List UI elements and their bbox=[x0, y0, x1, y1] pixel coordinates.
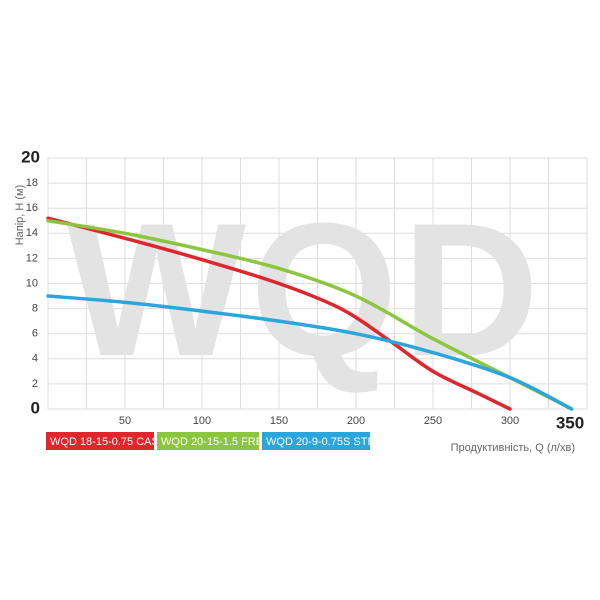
y-tick-label: 2 bbox=[32, 378, 38, 390]
y-tick-label: 12 bbox=[26, 252, 38, 264]
legend-label: WQD 20-9-0.75S STEEL bbox=[266, 436, 388, 448]
y-tick-label: 20 bbox=[21, 147, 40, 166]
legend-label: WQD 18-15-0.75 CAST bbox=[50, 436, 166, 448]
y-tick-label: 0 bbox=[31, 398, 40, 417]
x-tick-label: 250 bbox=[424, 415, 442, 427]
y-tick-label: 14 bbox=[26, 227, 38, 239]
legend-swatch bbox=[157, 432, 259, 450]
legend-label: WQD 20-15-1.5 FREZA bbox=[161, 436, 278, 448]
x-tick-label: 300 bbox=[501, 415, 519, 427]
legend-swatch bbox=[262, 432, 370, 450]
y-tick-label: 6 bbox=[32, 328, 38, 340]
legend-swatch bbox=[46, 432, 154, 450]
x-tick-label: 50 bbox=[119, 415, 131, 427]
series-line bbox=[46, 294, 574, 411]
y-tick-label: 18 bbox=[26, 177, 38, 189]
x-tick-label: 350 bbox=[556, 413, 584, 432]
y-tick-label: 16 bbox=[26, 202, 38, 214]
y-tick-label: 4 bbox=[32, 353, 38, 365]
x-tick-label: 200 bbox=[347, 415, 365, 427]
x-axis-title: Продуктивність, Q (л/хв) bbox=[451, 442, 575, 454]
grid bbox=[47, 157, 588, 410]
y-tick-label: 10 bbox=[26, 277, 38, 289]
x-tick-label: 150 bbox=[270, 415, 288, 427]
y-axis-title: Напір, Н (м) bbox=[14, 185, 26, 246]
x-tick-label: 100 bbox=[193, 415, 211, 427]
series-line bbox=[46, 216, 512, 411]
y-tick-label: 8 bbox=[32, 303, 38, 315]
